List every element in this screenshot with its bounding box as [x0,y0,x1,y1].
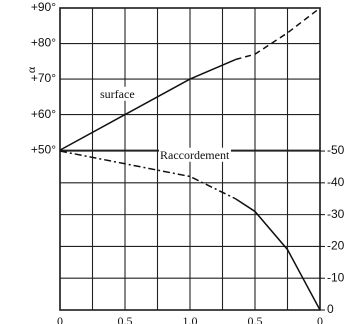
y2-tick-label: 0 [327,302,334,316]
x-tick-label: 1.0 [183,314,198,324]
y-tick-label: +70° [31,71,56,85]
annotation: surface [100,87,135,101]
y2-tick-label: -40 [327,175,345,189]
annotation-bg [159,147,231,162]
x-tick-label: 0.5 [118,314,133,324]
y2-tick-label: -20 [327,239,345,253]
annotation-bg [99,86,136,101]
y-tick-label: +50° [31,142,56,156]
y-tick-label: +80° [31,36,56,50]
y-axis-label: α [24,66,38,73]
x-tick-label: 0 [317,314,323,324]
y2-tick-label: -10 [327,270,345,284]
series-line [59,150,236,200]
y2-tick-label: -50 [327,143,345,157]
series-line [59,58,236,151]
annotation: Raccordement [160,148,230,162]
x-tick-label: 0.5 [248,314,263,324]
y2-tick-label: -30 [327,207,345,221]
y-tick-label: +90° [31,0,56,14]
y-tick-label: +60° [31,107,56,121]
series-line [235,198,321,311]
series-line [235,7,321,61]
x-tick-label: 0 [57,314,63,324]
